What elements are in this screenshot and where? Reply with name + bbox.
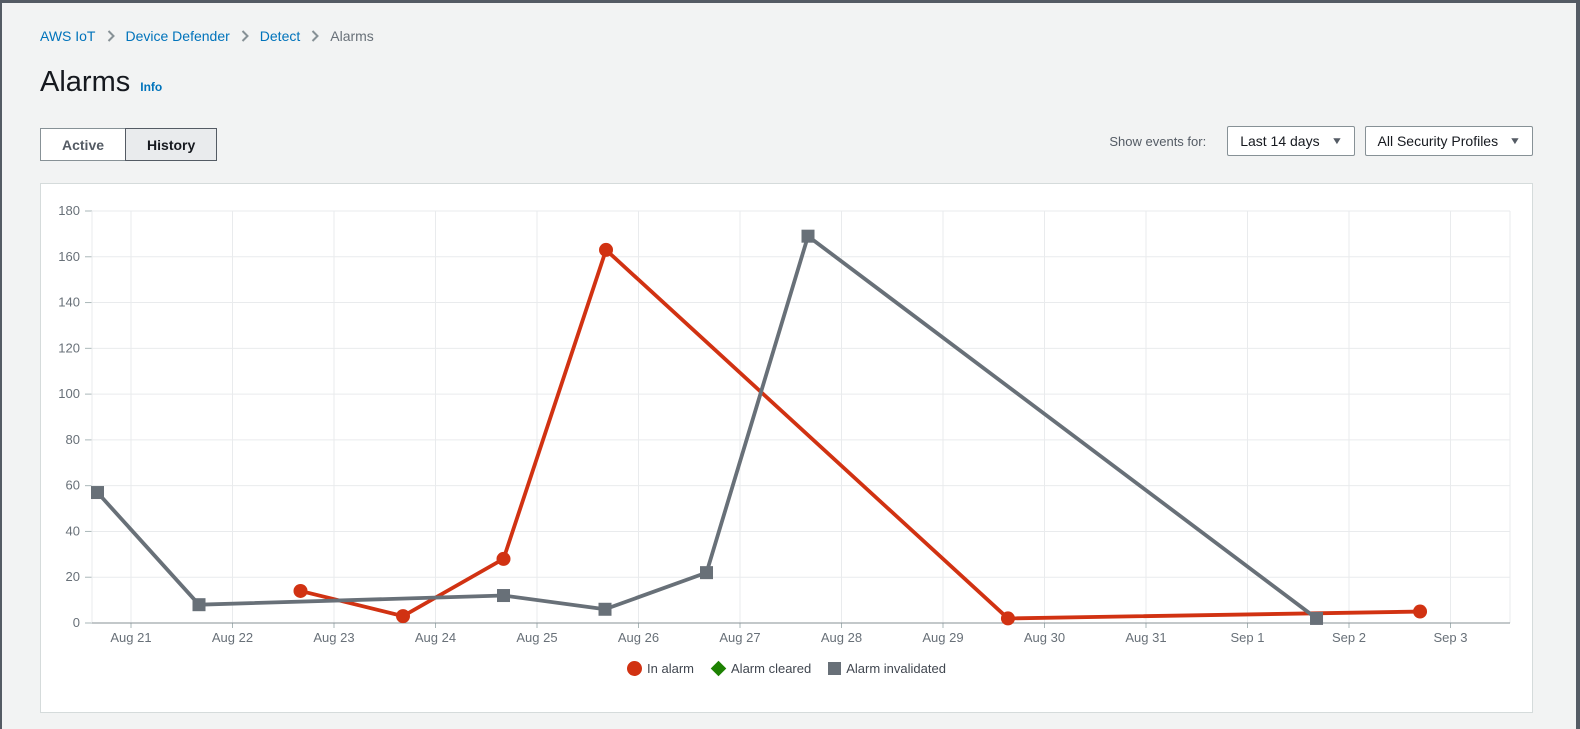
breadcrumb-separator-icon [311,30,320,42]
svg-text:Aug 30: Aug 30 [1024,630,1065,645]
svg-text:Aug 24: Aug 24 [415,630,456,645]
legend-label: Alarm invalidated [846,661,946,676]
alarm-cleared-diamond-icon [710,660,727,677]
left-panel-edge [0,0,2,729]
breadcrumb-separator-icon [241,30,249,42]
svg-text:Aug 28: Aug 28 [821,630,862,645]
tab-history[interactable]: History [125,128,218,161]
svg-text:0: 0 [73,615,80,630]
breadcrumb-separator-icon [107,30,115,42]
breadcrumb-current: Alarms [330,28,374,44]
svg-text:Sep 1: Sep 1 [1231,630,1265,645]
svg-text:Aug 29: Aug 29 [922,630,963,645]
view-toggle: Active History [40,128,218,161]
svg-text:Aug 23: Aug 23 [313,630,354,645]
tab-active[interactable]: Active [40,128,127,161]
svg-text:120: 120 [58,340,80,355]
breadcrumb-link-device-defender[interactable]: Device Defender [125,28,230,44]
time-range-value: Last 14 days [1240,133,1320,149]
legend-item-alarm-cleared[interactable]: Alarm cleared [710,660,812,677]
svg-text:100: 100 [58,386,80,401]
svg-text:80: 80 [66,432,80,447]
svg-text:Aug 22: Aug 22 [212,630,253,645]
svg-text:140: 140 [58,295,80,310]
show-events-for-label: Show events for: [1109,133,1207,149]
legend-label: In alarm [647,661,695,676]
svg-text:40: 40 [66,523,80,538]
legend-item-alarm-invalidated[interactable]: Alarm invalidated [828,661,946,676]
svg-text:Sep 2: Sep 2 [1332,630,1366,645]
console-header-edge [0,0,1580,3]
chevron-down-icon: ▼ [1330,135,1343,147]
legend-label: Alarm cleared [731,661,812,676]
svg-text:60: 60 [66,478,80,493]
svg-text:180: 180 [58,203,80,218]
security-profile-value: All Security Profiles [1377,133,1499,149]
svg-text:160: 160 [58,249,80,264]
alarms-chart: 0 20 40 60 80 100 120 140 160 180 Aug 21 Aug 22 Aug … [58,203,1511,645]
breadcrumb-link-detect[interactable]: Detect [259,28,301,44]
page-title-text: Alarms [40,66,131,98]
alarm-invalidated-square-icon [828,662,842,675]
svg-text:Aug 25: Aug 25 [516,630,557,645]
time-range-select[interactable]: Last 14 days ▼ [1227,126,1355,156]
svg-text:Sep 3: Sep 3 [1434,630,1468,645]
svg-text:Aug 26: Aug 26 [618,630,659,645]
chart-legend: In alarm Alarm cleared Alarm invalidated [41,660,1532,677]
svg-text:20: 20 [66,569,80,584]
page-title: Alarms Info [40,66,162,99]
legend-item-in-alarm[interactable]: In alarm [627,661,694,676]
svg-text:Aug 31: Aug 31 [1125,630,1166,645]
info-link[interactable]: Info [140,80,163,94]
breadcrumb: AWS IoT Device Defender Detect Alarms [40,28,374,44]
controls-row: Active History Show events for: Last 14 … [40,126,1533,161]
in-alarm-circle-icon [627,661,643,676]
event-filters: Show events for: Last 14 days ▼ All Secu… [1109,126,1533,156]
chevron-down-icon: ▼ [1508,135,1522,147]
alarms-history-chart-card: 0 20 40 60 80 100 120 140 160 180 Aug 21 Aug 22 Aug … [40,183,1533,713]
svg-text:Aug 27: Aug 27 [719,630,760,645]
security-profile-select[interactable]: All Security Profiles ▼ [1364,126,1533,156]
svg-text:Aug 21: Aug 21 [110,630,151,645]
breadcrumb-link-aws-iot[interactable]: AWS IoT [40,28,96,44]
right-panel-edge[interactable] [1576,0,1580,729]
